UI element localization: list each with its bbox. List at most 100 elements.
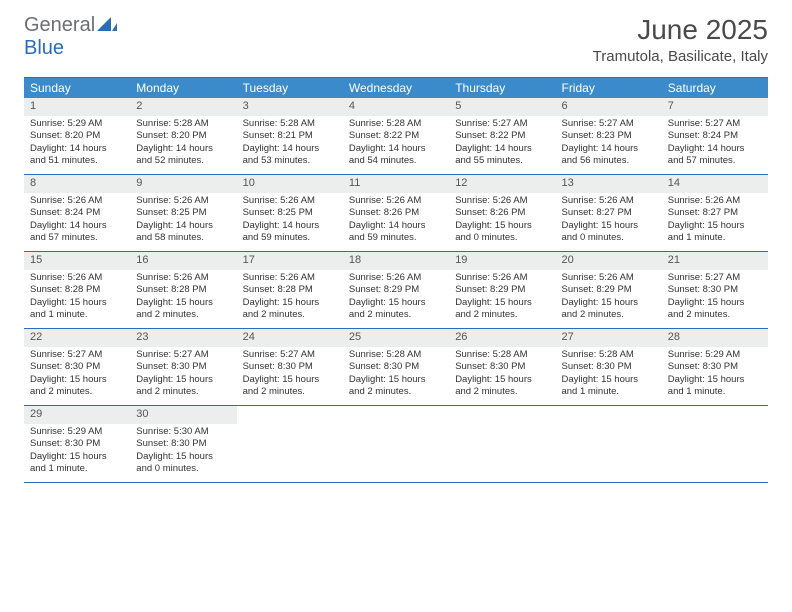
- sunrise-text: Sunrise: 5:27 AM: [243, 349, 337, 361]
- day-number: 7: [662, 98, 768, 116]
- sunset-text: Sunset: 8:30 PM: [349, 361, 443, 373]
- daylight-text: Daylight: 15 hours and 1 minute.: [668, 220, 762, 245]
- sunset-text: Sunset: 8:26 PM: [455, 207, 549, 219]
- day-number-row: 15161718192021: [24, 252, 768, 270]
- sunrise-text: Sunrise: 5:26 AM: [243, 272, 337, 284]
- daylight-text: Daylight: 15 hours and 0 minutes.: [561, 220, 655, 245]
- daylight-text: Daylight: 15 hours and 2 minutes.: [30, 374, 124, 399]
- sunset-text: Sunset: 8:23 PM: [561, 130, 655, 142]
- sunrise-text: Sunrise: 5:26 AM: [561, 195, 655, 207]
- sunrise-text: Sunrise: 5:27 AM: [455, 118, 549, 130]
- day-number: 23: [130, 329, 236, 347]
- sunset-text: Sunset: 8:20 PM: [30, 130, 124, 142]
- day-cell: Sunrise: 5:26 AMSunset: 8:25 PMDaylight:…: [130, 193, 236, 251]
- day-cell: [662, 424, 768, 482]
- day-cell: Sunrise: 5:26 AMSunset: 8:25 PMDaylight:…: [237, 193, 343, 251]
- sunset-text: Sunset: 8:30 PM: [136, 361, 230, 373]
- day-number: 17: [237, 252, 343, 270]
- sunset-text: Sunset: 8:28 PM: [136, 284, 230, 296]
- sunrise-text: Sunrise: 5:27 AM: [668, 272, 762, 284]
- daylight-text: Daylight: 15 hours and 1 minute.: [668, 374, 762, 399]
- logo-text-blue: Blue: [24, 37, 64, 59]
- daylight-text: Daylight: 14 hours and 52 minutes.: [136, 143, 230, 168]
- day-cell: Sunrise: 5:26 AMSunset: 8:27 PMDaylight:…: [555, 193, 661, 251]
- sunset-text: Sunset: 8:30 PM: [668, 361, 762, 373]
- sunset-text: Sunset: 8:30 PM: [243, 361, 337, 373]
- day-number: 6: [555, 98, 661, 116]
- daylight-text: Daylight: 15 hours and 1 minute.: [561, 374, 655, 399]
- week-row: 891011121314Sunrise: 5:26 AMSunset: 8:24…: [24, 175, 768, 252]
- day-number: 28: [662, 329, 768, 347]
- day-cell: Sunrise: 5:26 AMSunset: 8:29 PMDaylight:…: [449, 270, 555, 328]
- sunrise-text: Sunrise: 5:27 AM: [30, 349, 124, 361]
- day-number-row: 1234567: [24, 98, 768, 116]
- day-cell: Sunrise: 5:30 AMSunset: 8:30 PMDaylight:…: [130, 424, 236, 482]
- weekday-header: Sunday: [24, 78, 130, 98]
- day-cell: Sunrise: 5:28 AMSunset: 8:30 PMDaylight:…: [449, 347, 555, 405]
- daylight-text: Daylight: 15 hours and 2 minutes.: [136, 374, 230, 399]
- day-cell: Sunrise: 5:27 AMSunset: 8:22 PMDaylight:…: [449, 116, 555, 174]
- day-cell: Sunrise: 5:28 AMSunset: 8:20 PMDaylight:…: [130, 116, 236, 174]
- day-cell: [237, 424, 343, 482]
- sunset-text: Sunset: 8:27 PM: [668, 207, 762, 219]
- day-cell: Sunrise: 5:27 AMSunset: 8:30 PMDaylight:…: [237, 347, 343, 405]
- sunset-text: Sunset: 8:21 PM: [243, 130, 337, 142]
- weekday-header: Thursday: [449, 78, 555, 98]
- daylight-text: Daylight: 15 hours and 2 minutes.: [455, 374, 549, 399]
- day-cell: Sunrise: 5:28 AMSunset: 8:30 PMDaylight:…: [343, 347, 449, 405]
- day-cell: Sunrise: 5:27 AMSunset: 8:30 PMDaylight:…: [24, 347, 130, 405]
- weekday-header: Tuesday: [237, 78, 343, 98]
- day-number: 18: [343, 252, 449, 270]
- day-number: [555, 406, 661, 424]
- header: General Blue June 2025 Tramutola, Basili…: [0, 0, 792, 71]
- day-cell: Sunrise: 5:26 AMSunset: 8:26 PMDaylight:…: [449, 193, 555, 251]
- day-number: 20: [555, 252, 661, 270]
- daylight-text: Daylight: 14 hours and 53 minutes.: [243, 143, 337, 168]
- sunrise-text: Sunrise: 5:26 AM: [243, 195, 337, 207]
- day-number: 9: [130, 175, 236, 193]
- sunrise-text: Sunrise: 5:27 AM: [136, 349, 230, 361]
- day-number: 1: [24, 98, 130, 116]
- day-number: 22: [24, 329, 130, 347]
- weekday-header: Friday: [555, 78, 661, 98]
- daylight-text: Daylight: 14 hours and 57 minutes.: [30, 220, 124, 245]
- daylight-text: Daylight: 14 hours and 57 minutes.: [668, 143, 762, 168]
- day-body-row: Sunrise: 5:26 AMSunset: 8:24 PMDaylight:…: [24, 193, 768, 251]
- day-number: 24: [237, 329, 343, 347]
- daylight-text: Daylight: 14 hours and 51 minutes.: [30, 143, 124, 168]
- sunrise-text: Sunrise: 5:28 AM: [243, 118, 337, 130]
- day-number-row: 2930: [24, 406, 768, 424]
- sunrise-text: Sunrise: 5:28 AM: [561, 349, 655, 361]
- day-cell: Sunrise: 5:29 AMSunset: 8:20 PMDaylight:…: [24, 116, 130, 174]
- sunrise-text: Sunrise: 5:26 AM: [668, 195, 762, 207]
- day-cell: Sunrise: 5:26 AMSunset: 8:29 PMDaylight:…: [555, 270, 661, 328]
- sunrise-text: Sunrise: 5:26 AM: [455, 195, 549, 207]
- day-cell: Sunrise: 5:27 AMSunset: 8:30 PMDaylight:…: [130, 347, 236, 405]
- sunset-text: Sunset: 8:25 PM: [136, 207, 230, 219]
- logo-text-general: General: [24, 14, 95, 36]
- weekday-header-row: Sunday Monday Tuesday Wednesday Thursday…: [24, 78, 768, 98]
- day-cell: Sunrise: 5:26 AMSunset: 8:28 PMDaylight:…: [24, 270, 130, 328]
- day-cell: Sunrise: 5:28 AMSunset: 8:21 PMDaylight:…: [237, 116, 343, 174]
- sunrise-text: Sunrise: 5:27 AM: [668, 118, 762, 130]
- day-number: 2: [130, 98, 236, 116]
- sunrise-text: Sunrise: 5:29 AM: [30, 118, 124, 130]
- daylight-text: Daylight: 15 hours and 2 minutes.: [349, 297, 443, 322]
- sunset-text: Sunset: 8:30 PM: [30, 361, 124, 373]
- daylight-text: Daylight: 14 hours and 58 minutes.: [136, 220, 230, 245]
- day-cell: Sunrise: 5:27 AMSunset: 8:30 PMDaylight:…: [662, 270, 768, 328]
- logo: General Blue: [24, 14, 117, 60]
- logo-sail-icon: [97, 17, 117, 34]
- week-row: 22232425262728Sunrise: 5:27 AMSunset: 8:…: [24, 329, 768, 406]
- sunset-text: Sunset: 8:30 PM: [455, 361, 549, 373]
- day-number: 19: [449, 252, 555, 270]
- day-number: [343, 406, 449, 424]
- sunrise-text: Sunrise: 5:26 AM: [349, 272, 443, 284]
- logo-text: General Blue: [24, 14, 117, 60]
- weekday-header: Saturday: [662, 78, 768, 98]
- day-cell: Sunrise: 5:26 AMSunset: 8:28 PMDaylight:…: [130, 270, 236, 328]
- daylight-text: Daylight: 15 hours and 2 minutes.: [243, 374, 337, 399]
- daylight-text: Daylight: 15 hours and 2 minutes.: [136, 297, 230, 322]
- sunrise-text: Sunrise: 5:28 AM: [349, 349, 443, 361]
- sunrise-text: Sunrise: 5:26 AM: [561, 272, 655, 284]
